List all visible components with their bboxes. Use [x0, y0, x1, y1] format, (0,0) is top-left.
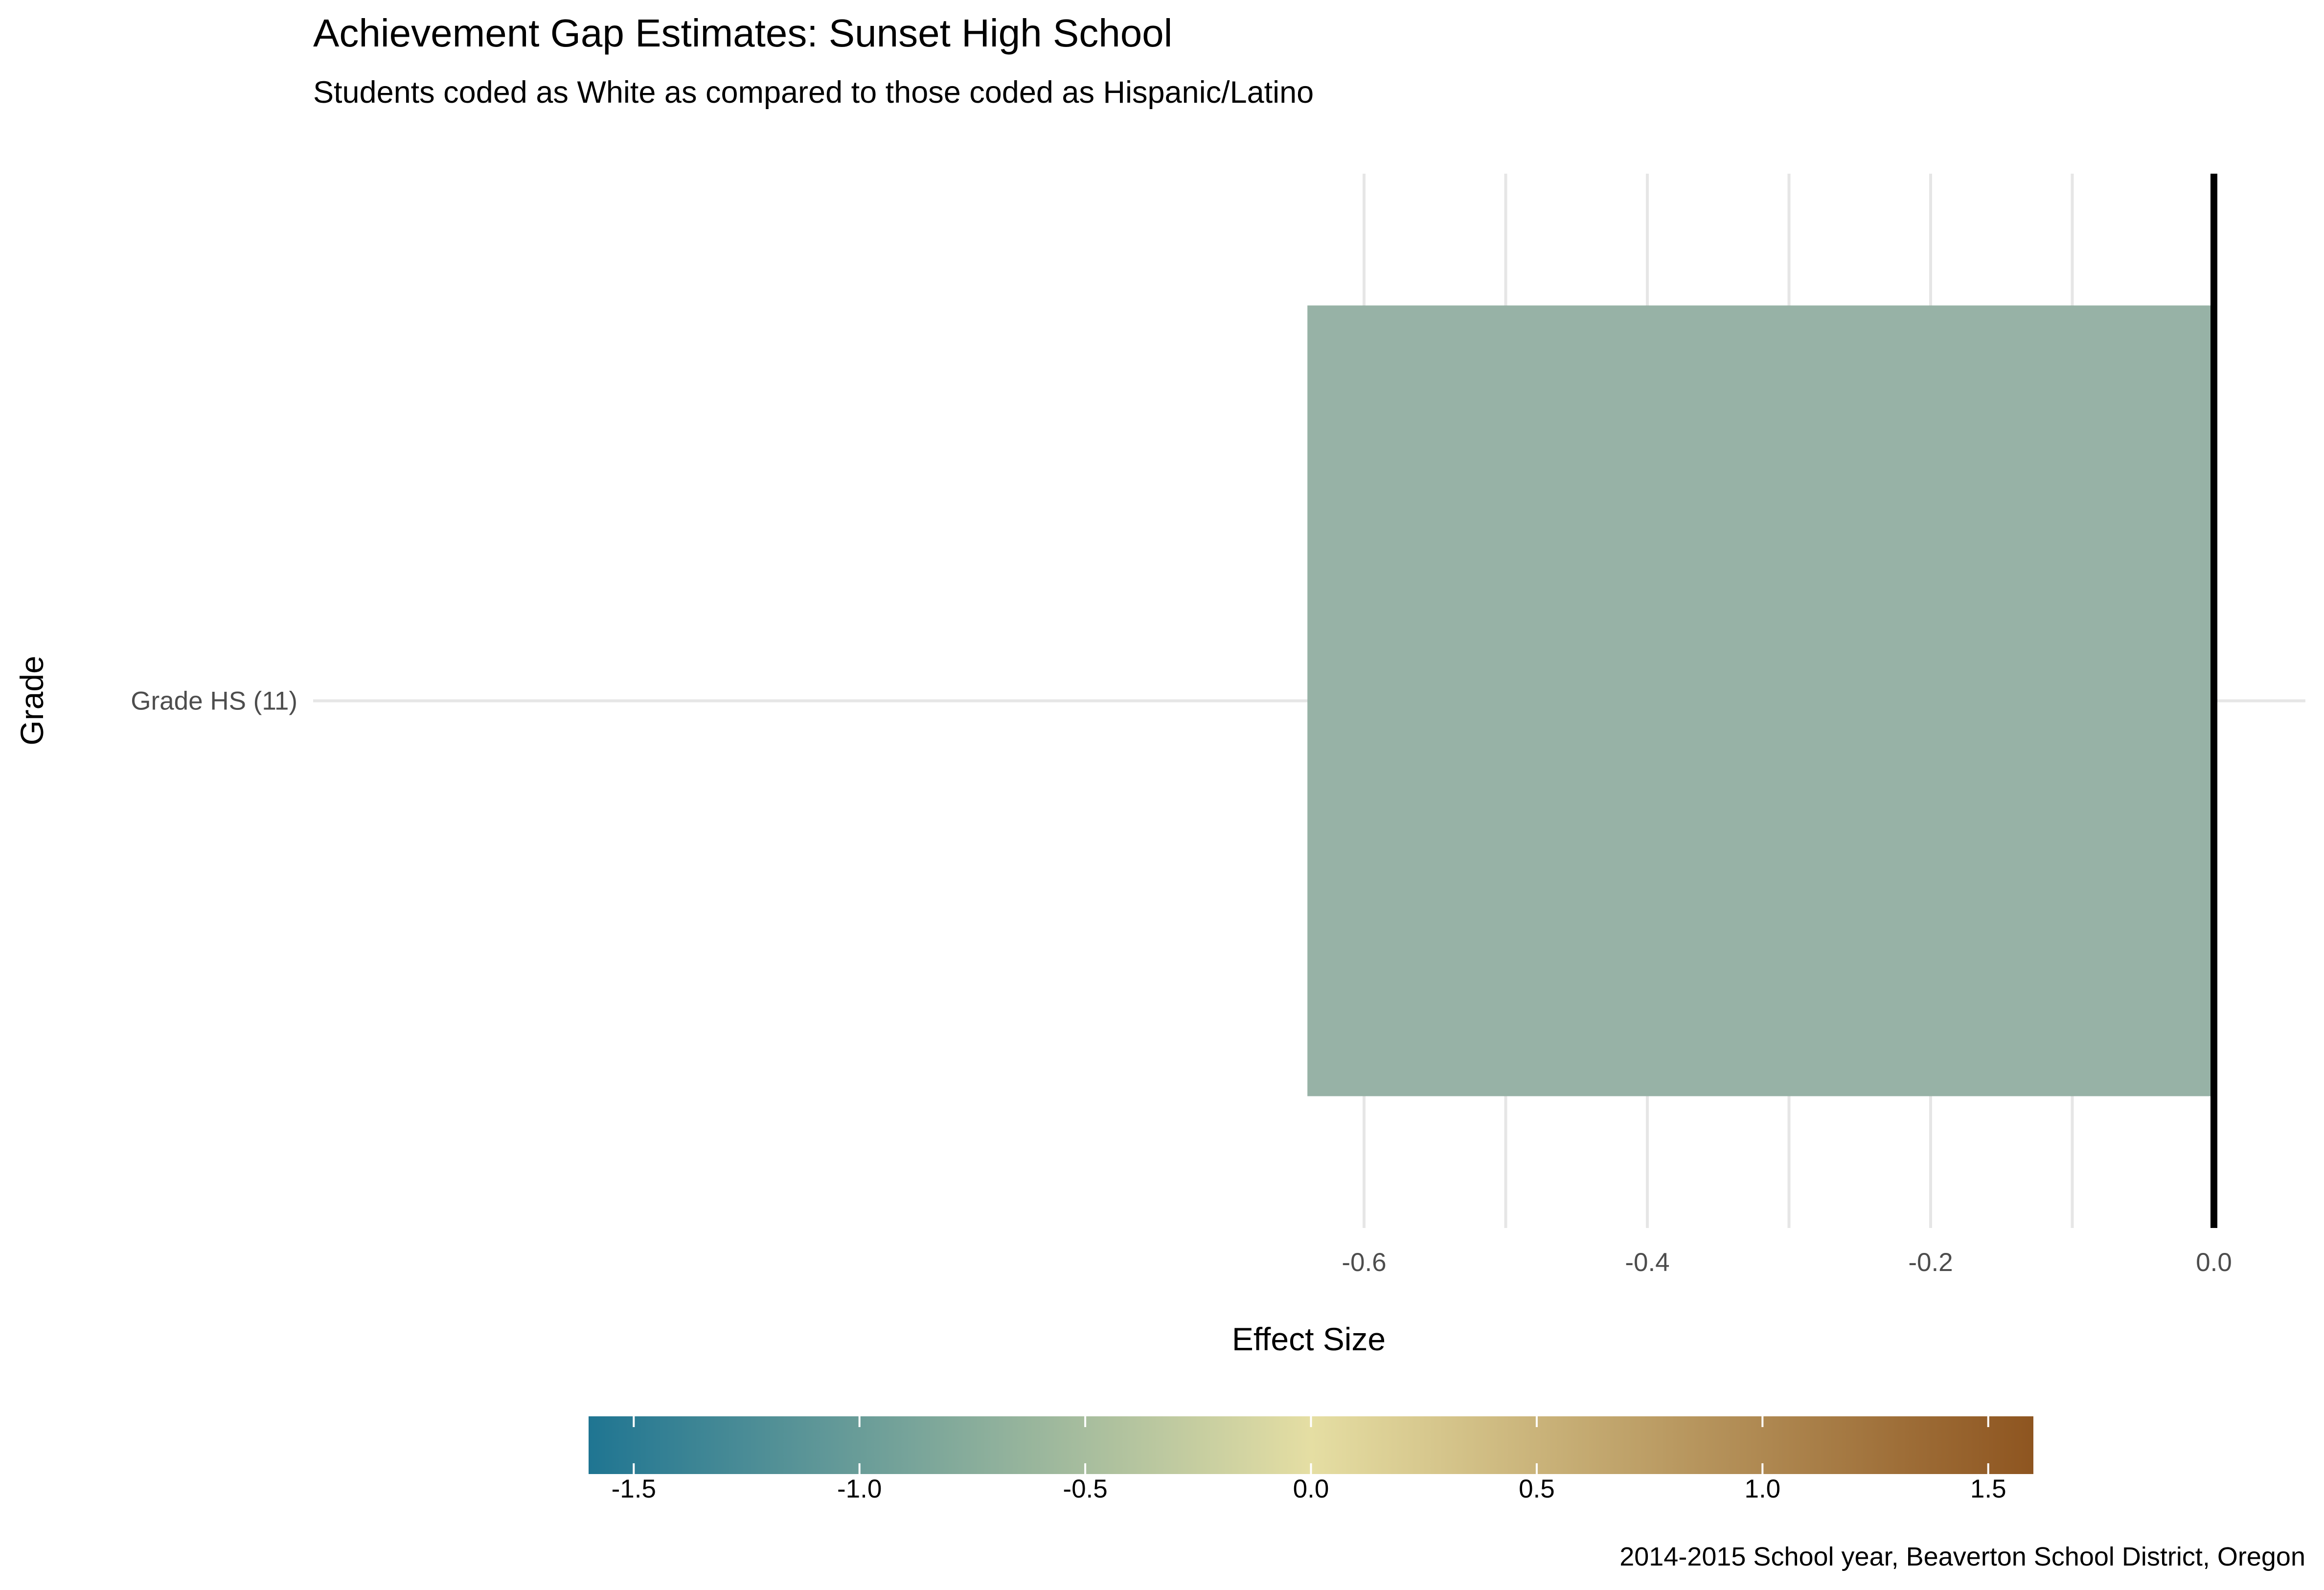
- colorbar-tick-label: 0.0: [1293, 1475, 1329, 1503]
- x-tick-label: -0.4: [1625, 1248, 1669, 1277]
- colorbar-tick-label: -1.0: [837, 1475, 882, 1503]
- x-tick-label: 0.0: [2196, 1248, 2232, 1277]
- chart-caption: 2014-2015 School year, Beaverton School …: [1619, 1542, 2305, 1571]
- y-axis-label: Grade: [14, 656, 50, 745]
- colorbar-tick-label: 0.5: [1519, 1475, 1555, 1503]
- y-tick-labels: Grade HS (11): [131, 687, 297, 716]
- colorbar-tick-label: -0.5: [1063, 1475, 1107, 1503]
- x-axis-label: Effect Size: [1232, 1321, 1386, 1357]
- chart-title: Achievement Gap Estimates: Sunset High S…: [313, 11, 1172, 55]
- colorbar-tick-label: 1.0: [1744, 1475, 1780, 1503]
- bars: [1307, 305, 2214, 1096]
- y-tick-label: Grade HS (11): [131, 687, 297, 716]
- chart-subtitle: Students coded as White as compared to t…: [313, 75, 1314, 110]
- colorbar-legend: -1.5 -1.0 -0.5 0.0 0.5 1.0 1.5: [589, 1416, 2033, 1503]
- x-tick-label: -0.2: [1908, 1248, 1953, 1277]
- bar: [1307, 305, 2214, 1096]
- x-tick-label: -0.6: [1342, 1248, 1386, 1277]
- colorbar-tick-label: 1.5: [1970, 1475, 2006, 1503]
- x-tick-labels: -0.6 -0.4 -0.2 0.0: [1342, 1248, 2232, 1277]
- colorbar-tick-label: -1.5: [612, 1475, 656, 1503]
